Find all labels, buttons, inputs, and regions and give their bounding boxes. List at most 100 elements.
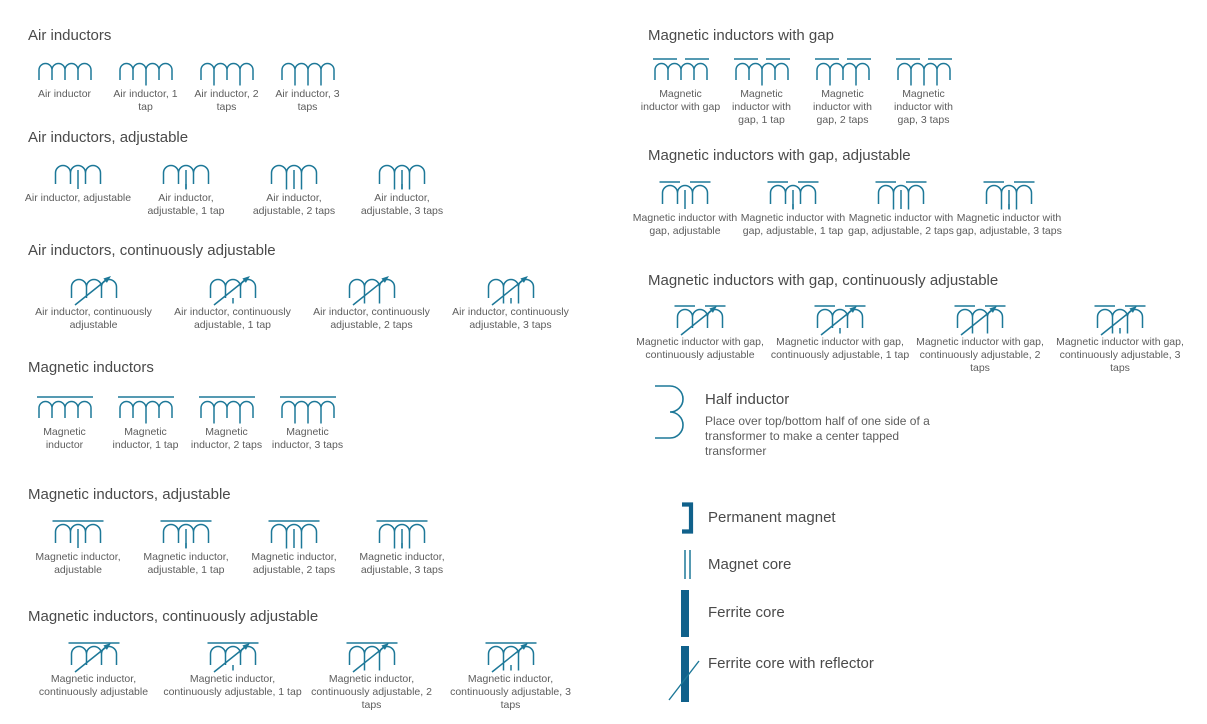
shape-item[interactable]: Magnetic inductor, 1 tap (105, 391, 186, 452)
shape-item[interactable]: Magnetic inductor with gap, adjustable, … (955, 177, 1063, 238)
shape-label: Magnetic inductor with gap, continuously… (1056, 336, 1184, 374)
shape-item[interactable]: Magnetic inductor with gap, continuously… (630, 301, 770, 375)
shape-item[interactable]: Air inductor (24, 53, 105, 114)
shape-label: Magnetic inductor, adjustable, 3 taps (359, 551, 445, 576)
magnetic-inductor-2-taps-symbol (197, 391, 257, 429)
magnetic-inductor-with-gap-3-taps-symbol (894, 53, 954, 91)
shape-item[interactable]: Magnetic inductor, adjustable, 3 taps (348, 516, 456, 577)
shape-item[interactable]: Air inductor, 2 taps (186, 53, 267, 114)
air-inductor-adjustable-1-tap-symbol (156, 157, 216, 195)
shape-label: Magnetic inductor, continuously adjustab… (311, 673, 432, 711)
section-title: Magnetic inductors with gap, adjustable (648, 147, 911, 164)
shape-item[interactable]: Air inductor, continuously adjustable, 3… (441, 271, 580, 332)
magnetic-inductor-adjustable-3-taps-symbol (372, 516, 432, 554)
shape-label: Magnetic inductor (43, 426, 86, 451)
shape-item[interactable]: Magnetic inductor, continuously adjustab… (441, 638, 580, 712)
shape-item[interactable]: Magnetic inductor, adjustable, 1 tap (132, 516, 240, 577)
air-inductor-symbol (35, 53, 95, 91)
section-title: Air inductors, adjustable (28, 129, 189, 146)
legend-item-magnet-core[interactable]: Magnet core (682, 548, 982, 582)
shape-item[interactable]: Air inductor, adjustable (24, 157, 132, 218)
shape-item[interactable]: Air inductor, continuously adjustable (24, 271, 163, 332)
shape-item[interactable]: Magnetic inductor with gap, continuously… (770, 301, 910, 375)
half-inductor-item[interactable] (652, 382, 694, 451)
shape-label: Air inductor, continuously adjustable, 2… (313, 306, 430, 331)
shape-label: Magnetic inductor, adjustable, 2 taps (251, 551, 337, 576)
shape-item[interactable]: Magnetic inductor with gap, adjustable, … (739, 177, 847, 238)
air-inductor-adjustable-2-taps-symbol (264, 157, 324, 195)
shape-label: Magnetic inductor with gap, 1 tap (732, 88, 791, 126)
magnetic-inductor-continuously-adjustable-2-taps-symbol (342, 638, 402, 676)
magnet-core-icon (682, 548, 694, 587)
section-magnetic-inductors-adjustable: Magnetic inductors, adjustable Magnetic i… (24, 486, 456, 576)
shape-item[interactable]: Magnetic inductor, continuously adjustab… (302, 638, 441, 712)
shape-item[interactable]: Magnetic inductor, continuously adjustab… (24, 638, 163, 712)
magnetic-inductor-with-gap-adjustable-2-taps-symbol (871, 177, 931, 215)
ferrite-core-with-reflector-icon (668, 643, 702, 710)
shape-item[interactable]: Magnetic inductor with gap, adjustable (631, 177, 739, 238)
shape-label: Magnetic inductor, 2 taps (190, 426, 263, 451)
shape-item[interactable]: Air inductor, adjustable, 1 tap (132, 157, 240, 218)
shape-label: Air inductor, continuously adjustable (35, 306, 152, 331)
shape-item[interactable]: Magnetic inductor with gap (640, 53, 721, 127)
permanent-magnet-icon (678, 501, 698, 540)
section-title: Magnetic inductors (28, 359, 154, 376)
shape-item[interactable]: Air inductor, adjustable, 3 taps (348, 157, 456, 218)
magnetic-inductor-with-gap-adjustable-symbol (655, 177, 715, 215)
shape-item[interactable]: Air inductor, adjustable, 2 taps (240, 157, 348, 218)
shape-item[interactable]: Magnetic inductor, adjustable, 2 taps (240, 516, 348, 577)
air-inductor-3-taps-symbol (278, 53, 338, 91)
legend-item-permanent-magnet[interactable]: Permanent magnet (678, 501, 978, 535)
shape-label: Magnetic inductor with gap, continuously… (916, 336, 1044, 374)
legend-item-ferrite-core-with-reflector[interactable]: Ferrite core with reflector (668, 643, 988, 705)
shape-item[interactable]: Magnetic inductor (24, 391, 105, 452)
magnetic-inductor-continuously-adjustable-symbol (64, 638, 124, 676)
magnetic-inductor-3-taps-symbol (278, 391, 338, 429)
shape-label: Magnetic inductor, continuously adjustab… (450, 673, 571, 711)
section-magnetic-inductors-with-gap-adjustable: Magnetic inductors with gap, adjustable M… (631, 147, 1063, 237)
shape-label: Air inductor, adjustable, 1 tap (147, 192, 225, 217)
legend-label: Magnet core (708, 556, 792, 573)
air-inductor-continuously-adjustable-2-taps-symbol (342, 271, 402, 309)
shape-item[interactable]: Magnetic inductor with gap, adjustable, … (847, 177, 955, 238)
section-title: Magnetic inductors, adjustable (28, 486, 231, 503)
shape-label: Air inductor, 1 tap (113, 88, 178, 113)
shape-item[interactable]: Magnetic inductor with gap, 2 taps (802, 53, 883, 127)
air-inductor-adjustable-3-taps-symbol (372, 157, 432, 195)
legend-item-ferrite-core[interactable]: Ferrite core (680, 589, 980, 639)
shape-label: Magnetic inductor, adjustable (35, 551, 121, 576)
magnetic-inductor-1-tap-symbol (116, 391, 176, 429)
shape-item[interactable]: Magnetic inductor with gap, continuously… (1050, 301, 1190, 375)
section-magnetic-inductors-with-gap: Magnetic inductors with gap Magnetic indu… (640, 27, 964, 126)
shape-item[interactable]: Air inductor, continuously adjustable, 2… (302, 271, 441, 332)
section-magnetic-inductors-continuously-adjustable: Magnetic inductors, continuously adjusta… (24, 608, 580, 711)
magnetic-inductor-adjustable-2-taps-symbol (264, 516, 324, 554)
shape-label: Magnetic inductor with gap, adjustable (632, 212, 738, 237)
shape-label: Air inductor, 2 taps (194, 88, 259, 113)
section-title: Magnetic inductors with gap (648, 27, 834, 44)
shape-label: Magnetic inductor with gap (640, 88, 721, 113)
section-air-inductors: Air inductors Air inductor Air inductor, 1… (24, 27, 348, 113)
magnetic-inductor-with-gap-1-tap-symbol (732, 53, 792, 91)
shape-item[interactable]: Magnetic inductor with gap, continuously… (910, 301, 1050, 375)
shape-label: Magnetic inductor with gap, adjustable, … (956, 212, 1062, 237)
shape-label: Magnetic inductor with gap, 2 taps (813, 88, 872, 126)
shape-label: Air inductor, adjustable (24, 192, 132, 204)
shape-item[interactable]: Air inductor, continuously adjustable, 1… (163, 271, 302, 332)
shape-item[interactable]: Air inductor, 3 taps (267, 53, 348, 114)
shape-label: Magnetic inductor with gap, continuously… (770, 336, 910, 361)
magnetic-inductor-with-gap-continuously-adjustable-symbol (670, 301, 730, 339)
shape-label: Magnetic inductor with gap, adjustable, … (848, 212, 954, 237)
shape-item[interactable]: Magnetic inductor, 3 taps (267, 391, 348, 452)
shape-item[interactable]: Magnetic inductor, continuously adjustab… (163, 638, 302, 712)
shape-item[interactable]: Air inductor, 1 tap (105, 53, 186, 114)
shape-item[interactable]: Magnetic inductor, 2 taps (186, 391, 267, 452)
shape-item[interactable]: Magnetic inductor, adjustable (24, 516, 132, 577)
magnetic-inductor-with-gap-symbol (651, 53, 711, 91)
shape-item[interactable]: Magnetic inductor with gap, 1 tap (721, 53, 802, 127)
ferrite-core-icon (680, 589, 692, 644)
half-inductor-symbol (652, 385, 694, 450)
shape-item[interactable]: Magnetic inductor with gap, 3 taps (883, 53, 964, 127)
shape-label: Air inductor, continuously adjustable, 3… (452, 306, 569, 331)
magnetic-inductor-with-gap-continuously-adjustable-2-taps-symbol (950, 301, 1010, 339)
